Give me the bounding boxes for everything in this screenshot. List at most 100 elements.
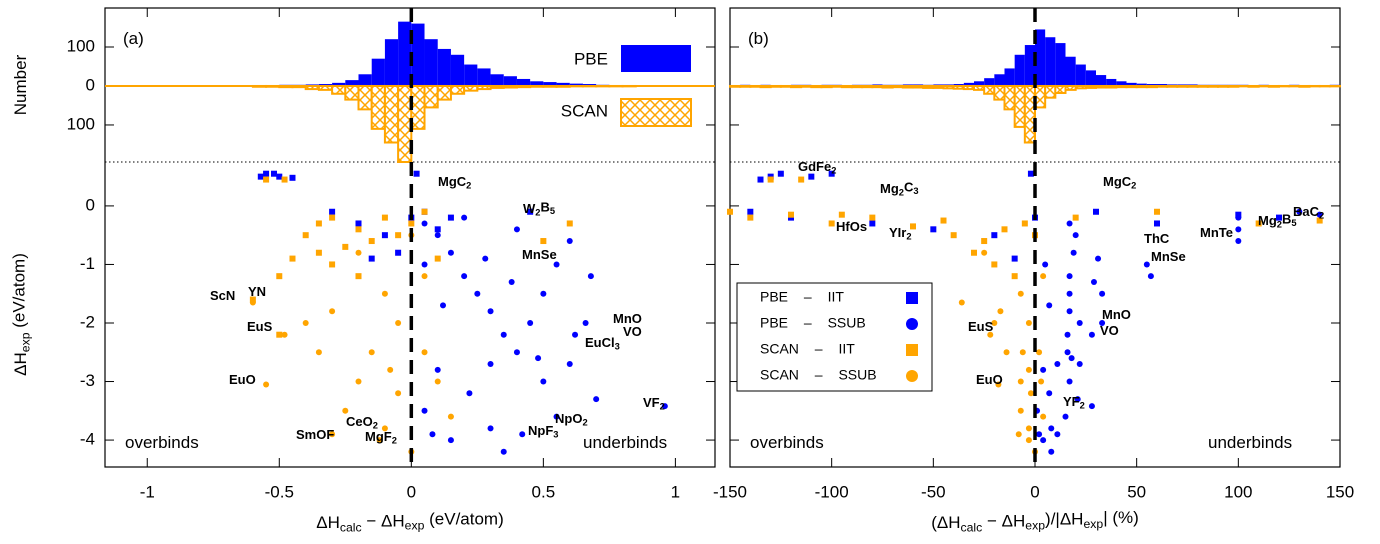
point bbox=[971, 249, 977, 256]
point bbox=[1025, 425, 1032, 432]
annotation-label-part: VO bbox=[1100, 323, 1119, 338]
point bbox=[1036, 349, 1043, 356]
y-tick-label: 0 bbox=[86, 75, 95, 94]
annotation-label: W2B5 bbox=[523, 200, 555, 218]
point bbox=[1255, 220, 1262, 227]
point bbox=[757, 176, 764, 183]
point bbox=[447, 437, 454, 444]
annotation-label-part: 2 bbox=[373, 421, 378, 431]
annotation-label-part: MnSe bbox=[1151, 249, 1186, 264]
annotation-label: EuS bbox=[968, 319, 994, 334]
hist-bar bbox=[1023, 84, 1037, 144]
point bbox=[276, 273, 283, 280]
panel-text-part: overbinds bbox=[750, 433, 824, 452]
point bbox=[1072, 214, 1079, 221]
point bbox=[1003, 349, 1010, 356]
y-axis-label: ΔHexp (eV/atom) bbox=[10, 253, 33, 376]
annotation-label-part: GdFe bbox=[798, 159, 831, 174]
annotation-label-part: HfOs bbox=[836, 219, 867, 234]
annotation-label-part: 3 bbox=[913, 186, 918, 196]
legend-label: PBE bbox=[574, 49, 608, 68]
annotation-label-part: MgF bbox=[365, 429, 392, 444]
point bbox=[315, 349, 322, 356]
point bbox=[342, 243, 349, 250]
point bbox=[1040, 366, 1047, 373]
hist-bar bbox=[1075, 64, 1086, 86]
point bbox=[355, 378, 362, 385]
panel-text-part: (b) bbox=[748, 29, 769, 48]
annotation-label-part: ScN bbox=[210, 288, 235, 303]
point bbox=[1296, 208, 1303, 215]
x-axis-label: (ΔHcalc − ΔHexp)/|ΔHexp| (%) bbox=[931, 508, 1139, 534]
annotation-label: ThC bbox=[1144, 231, 1170, 246]
hist-bar bbox=[516, 78, 531, 86]
annotation-label-part: Mg bbox=[880, 181, 899, 196]
hist-bar bbox=[371, 58, 385, 86]
y-tick-label: 0 bbox=[86, 195, 95, 214]
hist-bar bbox=[358, 74, 372, 86]
hist-bar bbox=[974, 81, 985, 86]
point bbox=[1068, 355, 1075, 362]
point bbox=[950, 232, 957, 239]
point bbox=[461, 214, 468, 221]
hist-bar bbox=[1035, 29, 1046, 86]
annotation-label: EuCl3 bbox=[585, 335, 620, 351]
point bbox=[1011, 273, 1018, 280]
x-axis-label-part: − ΔH bbox=[362, 512, 405, 531]
point bbox=[1235, 214, 1242, 221]
point bbox=[1025, 319, 1032, 326]
annotation-label: MgF2 bbox=[365, 429, 397, 445]
y-tick-label: 100 bbox=[67, 114, 95, 133]
point bbox=[572, 331, 579, 338]
hist-bar bbox=[398, 21, 412, 86]
x-tick-label: -1 bbox=[140, 482, 155, 501]
x-axis-label-part: − ΔH bbox=[982, 512, 1025, 531]
annotation-label-part: 2 bbox=[1080, 401, 1085, 411]
hist-bar bbox=[1044, 84, 1057, 99]
annotation-label-part: EuCl bbox=[585, 335, 615, 350]
annotation-label-part: BaC bbox=[1293, 204, 1320, 219]
point bbox=[447, 249, 454, 256]
point bbox=[991, 319, 998, 326]
annotation-label: YN bbox=[248, 284, 266, 299]
panel-text: (b) bbox=[748, 29, 769, 48]
point bbox=[395, 232, 402, 239]
x-tick-label: 50 bbox=[1127, 482, 1146, 501]
point bbox=[342, 407, 349, 414]
point bbox=[582, 319, 589, 326]
legend-label: SCAN – IIT bbox=[760, 341, 855, 357]
point bbox=[500, 448, 507, 455]
legend-label: SCAN bbox=[561, 101, 608, 120]
point bbox=[1036, 431, 1043, 438]
point bbox=[368, 255, 375, 262]
point bbox=[1001, 226, 1008, 233]
point bbox=[1038, 378, 1045, 385]
point bbox=[1046, 390, 1053, 397]
panel-text: overbinds bbox=[750, 433, 824, 452]
point bbox=[376, 437, 383, 444]
point bbox=[1027, 390, 1034, 397]
x-axis-label-part: | (%) bbox=[1103, 508, 1139, 527]
hist-bar bbox=[556, 82, 570, 86]
point bbox=[289, 255, 296, 262]
point bbox=[1154, 220, 1160, 227]
point bbox=[466, 390, 473, 397]
point bbox=[421, 220, 428, 227]
point bbox=[540, 290, 547, 297]
point bbox=[930, 226, 937, 233]
hist-bar bbox=[1126, 82, 1137, 86]
point bbox=[1015, 431, 1022, 438]
point bbox=[1054, 431, 1061, 438]
point bbox=[508, 279, 515, 286]
hist-bar bbox=[477, 68, 491, 86]
hist-bar bbox=[449, 84, 466, 95]
annotation-label: MnO bbox=[613, 311, 642, 326]
point bbox=[421, 261, 428, 268]
point bbox=[788, 211, 794, 218]
y-axis-label-part: exp bbox=[19, 332, 33, 352]
hist-bar bbox=[423, 84, 439, 109]
point bbox=[355, 273, 362, 280]
hist-bar bbox=[530, 81, 544, 86]
y-tick-label: -2 bbox=[80, 312, 95, 331]
point bbox=[421, 273, 428, 280]
